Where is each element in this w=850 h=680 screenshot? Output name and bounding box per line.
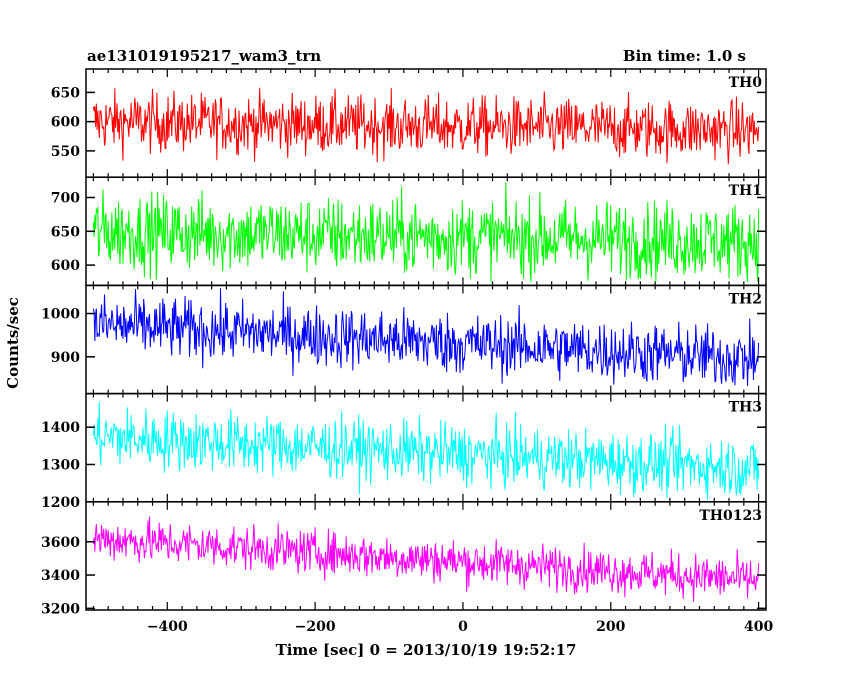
y-tick-label-th0: 550: [51, 144, 80, 160]
y-tick-label-th2: 900: [51, 350, 80, 366]
x-tick-label: 200: [596, 619, 625, 635]
y-tick-label-th1: 700: [51, 190, 80, 206]
y-tick-label-th3: 1200: [41, 495, 80, 511]
x-axis-label: Time [sec] 0 = 2013/10/19 19:52:17: [276, 641, 577, 659]
y-tick-label-th3: 1300: [41, 457, 80, 473]
chart-title-right: Bin time: 1.0 s: [623, 47, 746, 65]
series-line-th3: [92, 401, 760, 500]
y-tick-label-th0123: 3200: [41, 601, 80, 617]
y-tick-label-th0: 600: [51, 115, 80, 131]
series-line-th2: [92, 288, 760, 386]
y-tick-label-th0123: 3600: [41, 535, 80, 551]
panel-label-th2: TH2: [729, 291, 762, 307]
x-tick-label: −200: [295, 619, 336, 635]
y-axis-label: Counts/sec: [4, 297, 22, 389]
chart-title-left: ae131019195217_wam3_trn: [87, 47, 321, 65]
series-line-th0: [92, 87, 760, 165]
y-tick-label-th3: 1400: [41, 420, 80, 436]
panel-label-th1: TH1: [729, 183, 762, 199]
x-tick-label: 400: [744, 619, 773, 635]
panel-label-th3: TH3: [729, 400, 762, 416]
panel-label-th0: TH0: [729, 75, 763, 91]
y-tick-label-th1: 600: [51, 258, 80, 274]
x-tick-label: 0: [458, 619, 468, 635]
y-tick-label-th1: 650: [51, 224, 80, 240]
x-tick-label: −400: [147, 619, 188, 635]
panel-label-th0123: TH0123: [699, 508, 762, 524]
series-line-th0123: [92, 516, 760, 602]
y-tick-label-th0123: 3400: [41, 568, 80, 584]
y-tick-label-th2: 1000: [41, 307, 80, 323]
panels-group: 550 600 650 TH0 600 650 700 TH1 900 1000 TH2 1200 13…: [41, 68, 773, 635]
series-line-th1: [92, 182, 760, 283]
panel-frame-th0123: [85, 501, 767, 611]
y-tick-label-th0: 650: [51, 85, 80, 101]
